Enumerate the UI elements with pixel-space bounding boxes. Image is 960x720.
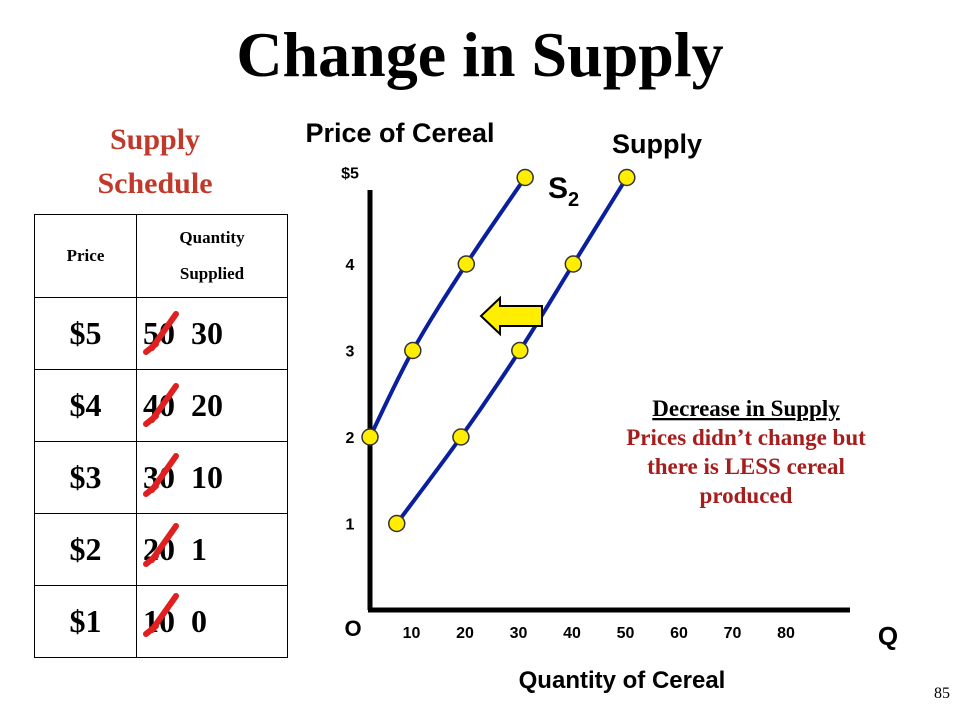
supply-point [452,428,470,446]
y-axis-label: Price of Cereal [305,118,494,148]
x-axis-label: Quantity of Cereal [519,667,726,694]
supply-point [618,168,636,187]
supply-schedule-table: Price Quantity Supplied $5 50 30 $4 40 2… [34,214,288,658]
price-cell: $1 [34,585,137,658]
col-header-quantity: Quantity Supplied [136,214,288,298]
x-tick-label: 10 [403,625,421,642]
supply-point [564,255,583,273]
table-row: $3 30 10 [34,441,288,514]
s2-label: S2 [548,172,579,211]
col-header-quantity-line2: Supplied [179,264,245,283]
y-tick-label: 1 [346,517,355,534]
annotation-heading: Decrease in Supply [652,396,840,421]
col-header-price: Price [34,214,137,298]
schedule-heading: Supply Schedule [60,118,250,206]
col-header-quantity-line1: Quantity [179,228,245,247]
check-mark-icon [143,523,179,567]
price-cell: $5 [34,297,137,370]
table-header-row: Price Quantity Supplied [34,214,288,298]
x-tick-label: 50 [617,625,635,642]
slide-number: 85 [934,685,950,702]
supply-point [511,341,529,360]
annotation: Decrease in Supply Prices didn’t change b… [626,396,866,508]
annotation-line: Prices didn’t change but [626,425,866,450]
check-mark-icon [143,453,179,497]
check-mark-icon [143,383,179,427]
check-mark-icon [143,593,179,637]
left-arrow-icon [479,295,543,337]
y-tick-label: 2 [346,430,355,447]
y-tick-label: 4 [346,257,355,274]
quantity-cell: 30 10 [136,441,288,514]
axes [367,190,850,613]
table-row: $1 10 0 [34,585,288,658]
x-tick-label: 80 [777,625,795,642]
quantity-cell: 50 30 [136,297,288,370]
x-tick-label: 30 [510,625,528,642]
x-axis-q-label: Q [878,621,898,651]
supply-label: Supply [612,129,702,159]
y-tick-label: $5 [341,166,359,183]
supply-point [388,514,406,533]
slide-title: Change in Supply [236,19,724,90]
series-labels: Supply S2 [548,129,702,211]
price-cell: $2 [34,513,137,586]
s2-point [404,341,422,360]
s2-curve [368,176,527,438]
x-tick-label: 70 [724,625,742,642]
data-points [361,168,636,533]
x-tick-label: 40 [563,625,581,642]
schedule-heading-line1: Supply [109,123,201,156]
table-row: $5 50 30 [34,297,288,370]
check-mark-icon [143,311,179,355]
y-tick-label: 3 [346,344,355,361]
origin-label: O [344,616,361,641]
x-tick-label: 20 [456,625,474,642]
s2-point [457,255,476,273]
s2-point [361,428,379,446]
price-cell: $3 [34,441,137,514]
x-tick-label: 60 [670,625,688,642]
annotation-line: there is LESS cereal [647,454,845,479]
schedule-heading-line2: Schedule [97,167,213,200]
shift-arrow [479,295,543,337]
s2-point [516,168,534,187]
annotation-line: produced [700,483,793,508]
tick-labels: 10 20 30 40 50 60 70 80 $5 4 3 2 1 [341,166,795,643]
